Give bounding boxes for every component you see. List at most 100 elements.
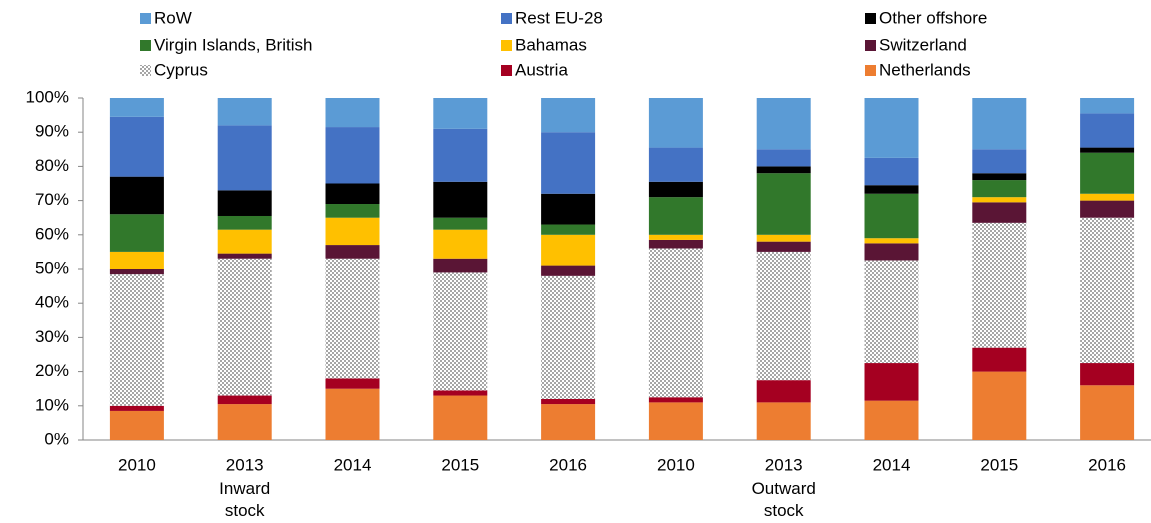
bar-segment: [864, 238, 919, 244]
bar-segment: [109, 405, 164, 411]
bar-segment: [433, 181, 488, 218]
bar-segment: [756, 234, 811, 242]
bar-segment: [1080, 152, 1135, 194]
bar-segment: [648, 181, 703, 198]
bar-segment: [541, 224, 596, 235]
bar-segment: [217, 229, 272, 254]
x-tick-label: 2015: [980, 455, 1018, 474]
y-tick-label: 60%: [35, 224, 69, 243]
legend-swatch: [865, 40, 876, 51]
legend-swatch: [865, 13, 876, 24]
bar-segment: [217, 98, 272, 126]
bar-segment: [864, 185, 919, 194]
y-tick-label: 40%: [35, 293, 69, 312]
legend-swatch: [501, 65, 512, 76]
bar-segment: [541, 398, 596, 405]
bar-segment: [541, 193, 596, 225]
legend-swatch: [140, 40, 151, 51]
bar-segment: [648, 239, 703, 249]
legend-label: Other offshore: [879, 8, 987, 27]
y-tick-label: 90%: [35, 122, 69, 141]
bar-segment: [648, 248, 703, 398]
bar-segment: [217, 125, 272, 191]
bar-segment: [541, 234, 596, 266]
bar-segment: [217, 404, 272, 440]
bar-segment: [864, 400, 919, 440]
bar-segment: [1080, 363, 1135, 386]
bar-segment: [433, 395, 488, 440]
x-tick-label: 2015: [441, 455, 479, 474]
legend-label: Austria: [515, 60, 568, 79]
y-tick-label: 80%: [35, 156, 69, 175]
bar-segment: [972, 149, 1027, 174]
bar-segment: [109, 410, 164, 440]
bar-segment: [325, 245, 380, 259]
bar-segment: [325, 204, 380, 218]
bar-segment: [648, 197, 703, 235]
bar-segment: [864, 157, 919, 186]
bar-segment: [325, 217, 380, 246]
legend-label: Virgin Islands, British: [154, 35, 312, 54]
y-tick-label: 20%: [35, 361, 69, 380]
bar-segment: [1080, 385, 1135, 440]
legend-swatch: [865, 65, 876, 76]
bar-segment: [433, 229, 488, 259]
bar-segment: [109, 116, 164, 177]
bar-segment: [217, 253, 272, 259]
y-tick-label: 0%: [44, 429, 69, 448]
bar-segment: [648, 147, 703, 182]
x-tick-label: 2013: [226, 455, 264, 474]
bar-segment: [756, 98, 811, 150]
legend-swatch: [501, 40, 512, 51]
bar-segment: [1080, 193, 1135, 201]
bar-segment: [972, 173, 1027, 181]
bar-segment: [1080, 200, 1135, 218]
bar-segment: [433, 217, 488, 230]
bar-segment: [864, 363, 919, 401]
bar-segment: [972, 347, 1027, 372]
x-tick-label: 2014: [873, 455, 911, 474]
bar-segment: [217, 215, 272, 230]
bar-segment: [217, 258, 272, 396]
bar-segment: [325, 258, 380, 379]
y-tick-label: 50%: [35, 258, 69, 277]
bar-segment: [756, 380, 811, 403]
legend-label: Rest EU-28: [515, 8, 603, 27]
bar-segment: [325, 127, 380, 184]
x-tick-label: 2014: [334, 455, 372, 474]
y-tick-label: 70%: [35, 190, 69, 209]
bar-segment: [648, 234, 703, 240]
bar-segment: [864, 98, 919, 158]
bar-segment: [433, 258, 488, 273]
bar-segment: [1080, 217, 1135, 364]
bar-segment: [325, 388, 380, 440]
bar-segment: [972, 222, 1027, 348]
bar-segment: [541, 275, 596, 399]
bar-segment: [864, 260, 919, 364]
y-tick-label: 100%: [26, 87, 69, 106]
bar-segment: [756, 251, 811, 381]
bar-segment: [1080, 98, 1135, 114]
bar-segment: [972, 98, 1027, 150]
legend-label: Netherlands: [879, 60, 971, 79]
bar-segment: [972, 371, 1027, 440]
bar-segment: [1080, 113, 1135, 148]
x-tick-label: 2010: [657, 455, 695, 474]
bar-segment: [541, 98, 596, 133]
bar-segment: [109, 269, 164, 275]
bar-segment: [109, 176, 164, 215]
bar-segment: [864, 193, 919, 239]
bar-segment: [433, 272, 488, 391]
x-tick-label: 2013: [765, 455, 803, 474]
bar-segment: [756, 149, 811, 167]
bar-segment: [433, 390, 488, 396]
x-tick-label: 2016: [549, 455, 587, 474]
bar-segment: [325, 98, 380, 128]
y-tick-label: 30%: [35, 327, 69, 346]
x-tick-label: 2016: [1088, 455, 1126, 474]
bar-segment: [648, 402, 703, 440]
legend-label: RoW: [154, 8, 192, 27]
bar-segment: [109, 251, 164, 269]
